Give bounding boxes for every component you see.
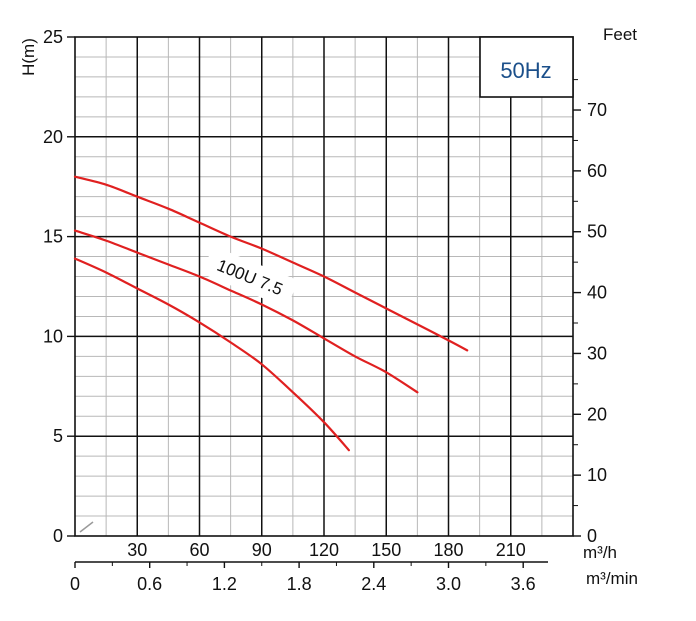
y-tick-label-feet: 20 xyxy=(587,404,607,424)
performance-curves xyxy=(73,175,469,452)
x-tick-label-m3min: 0.6 xyxy=(137,574,162,594)
frequency-box xyxy=(479,36,574,98)
y-tick-label-meters: 0 xyxy=(53,526,63,546)
y-tick-label-meters: 25 xyxy=(43,27,63,47)
x-axis-label-m3min: m³/min xyxy=(586,569,638,588)
x-tick-label-m3min: 0 xyxy=(70,574,80,594)
plot-area-frame xyxy=(74,36,574,537)
y-tick-label-feet: 70 xyxy=(587,100,607,120)
performance-curve-1 xyxy=(73,175,469,352)
x-tick-label-m3h: 60 xyxy=(189,540,209,560)
y-axis-label-meters: H(m) xyxy=(19,38,38,76)
x-tick-label-m3h: 210 xyxy=(496,540,526,560)
x-axis-ticks-m3min: 0 0.6 1.2 1.8 2.4 3.0 3.6 xyxy=(70,562,536,594)
y-tick-label-feet: 0 xyxy=(587,526,597,546)
y-axis-label-feet: Feet xyxy=(603,25,637,44)
y-tick-label-feet: 50 xyxy=(587,222,607,242)
x-tick-label-m3h: 150 xyxy=(371,540,401,560)
y-tick-label-feet: 30 xyxy=(587,343,607,363)
y-tick-label-feet: 10 xyxy=(587,465,607,485)
y-tick-label-meters: 5 xyxy=(53,426,63,446)
y-axis-ticks-feet: 0 10 20 30 40 50 60 70 xyxy=(573,79,607,546)
x-tick-label-m3min: 3.0 xyxy=(436,574,461,594)
y-tick-label-feet: 40 xyxy=(587,283,607,303)
y-tick-label-meters: 10 xyxy=(43,326,63,346)
curve-label-backdrop xyxy=(201,245,299,309)
x-tick-label-m3h: 30 xyxy=(127,540,147,560)
y-tick-label-meters: 20 xyxy=(43,127,63,147)
y-tick-label-feet: 60 xyxy=(587,161,607,181)
performance-curve-3 xyxy=(73,257,350,452)
y-tick-label-meters: 15 xyxy=(43,227,63,247)
y-axis-ticks-meters: 0 5 10 15 20 25 xyxy=(43,27,75,546)
x-axis-ticks-m3h: 30 60 90 120 150 180 210 xyxy=(127,540,526,560)
frequency-label: 50Hz xyxy=(500,58,551,83)
x-tick-label-m3min: 3.6 xyxy=(511,574,536,594)
x-axis-label-m3h: m³/h xyxy=(583,543,617,562)
x-tick-label-m3h: 120 xyxy=(309,540,339,560)
x-tick-label-m3min: 1.8 xyxy=(287,574,312,594)
x-tick-label-m3min: 1.2 xyxy=(212,574,237,594)
performance-curve-2 xyxy=(73,229,419,394)
origin-mark xyxy=(79,521,94,533)
x-tick-label-m3h: 90 xyxy=(252,540,272,560)
x-tick-label-m3h: 180 xyxy=(433,540,463,560)
x-tick-label-m3min: 2.4 xyxy=(361,574,386,594)
